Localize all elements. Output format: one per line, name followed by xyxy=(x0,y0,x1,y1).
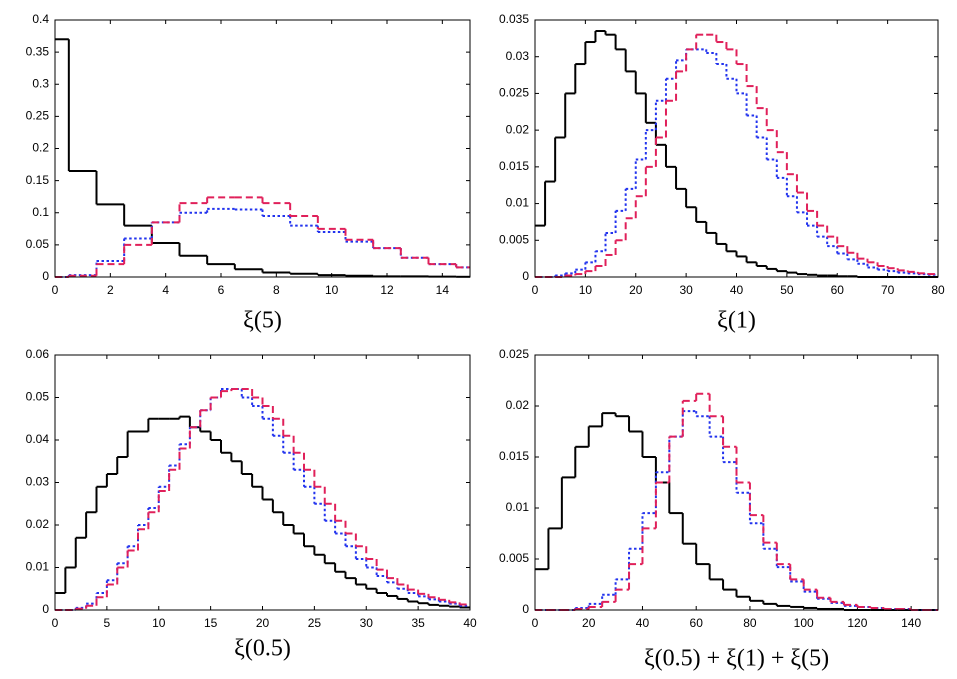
x-tick-label: 30 xyxy=(360,616,374,630)
x-tick-label: 0 xyxy=(52,616,59,630)
series xyxy=(55,207,470,278)
x-tick-label: 70 xyxy=(881,283,895,297)
panel: 0 0.005 0.01 0.015 0.02 0.025 0 20 40 60 80 100 120 1… xyxy=(499,347,939,672)
y-tick-label: 0 xyxy=(522,269,529,283)
x-tick-label: 40 xyxy=(730,283,744,297)
x-tick-label: 40 xyxy=(636,616,650,630)
plot-frame xyxy=(534,19,939,278)
x-tick-label: 100 xyxy=(794,616,814,630)
x-tick-label: 5 xyxy=(104,616,111,630)
x-tick-label: 10 xyxy=(325,283,339,297)
x-axis-label: ξ(5) xyxy=(243,308,282,334)
y-tick-label: 0.02 xyxy=(506,122,530,136)
x-axis-label: ξ(0.5) xyxy=(234,636,291,662)
x-tick-label: 10 xyxy=(152,616,166,630)
x-tick-label: 14 xyxy=(436,283,450,297)
y-tick-label: 0 xyxy=(42,269,49,283)
y-tick-label: 0.05 xyxy=(26,237,50,251)
plot-frame xyxy=(54,19,471,278)
series xyxy=(55,38,470,278)
y-tick-label: 0.025 xyxy=(499,86,529,100)
series xyxy=(55,388,470,611)
y-tick-label: 0 xyxy=(42,602,49,616)
y-tick-label: 0.35 xyxy=(26,44,50,58)
y-tick-label: 0.03 xyxy=(26,475,50,489)
x-tick-label: 35 xyxy=(411,616,425,630)
y-tick-label: 0.01 xyxy=(506,196,530,210)
x-tick-label: 25 xyxy=(308,616,322,630)
series xyxy=(55,196,470,278)
plot-frame xyxy=(54,354,471,611)
y-tick-label: 0.015 xyxy=(499,159,529,173)
y-tick-label: 0.02 xyxy=(506,398,530,412)
y-tick-label: 0.2 xyxy=(32,141,49,155)
y-tick-label: 0.3 xyxy=(32,76,49,90)
x-tick-label: 20 xyxy=(582,616,596,630)
y-tick-label: 0.035 xyxy=(499,12,529,26)
series xyxy=(535,412,938,611)
y-tick-label: 0.01 xyxy=(506,500,530,514)
x-tick-label: 6 xyxy=(218,283,225,297)
series xyxy=(535,410,938,611)
x-tick-label: 2 xyxy=(107,283,114,297)
y-tick-label: 0 xyxy=(522,602,529,616)
y-tick-label: 0.015 xyxy=(499,449,529,463)
x-tick-label: 4 xyxy=(162,283,169,297)
x-axis-label: ξ(0.5) + ξ(1) + ξ(5) xyxy=(644,646,829,672)
y-tick-label: 0.04 xyxy=(26,432,50,446)
x-axis-label: ξ(1) xyxy=(717,308,756,334)
plot-frame xyxy=(534,354,939,611)
x-tick-label: 0 xyxy=(532,616,539,630)
x-tick-label: 120 xyxy=(847,616,867,630)
x-tick-label: 8 xyxy=(273,283,280,297)
x-tick-label: 80 xyxy=(931,283,945,297)
series xyxy=(535,48,938,278)
panel: 0 0.05 0.1 0.15 0.2 0.25 0.3 0.35 0.4 0 2 4 6 8 10 12 14… xyxy=(26,12,471,334)
y-tick-label: 0.15 xyxy=(26,173,50,187)
y-tick-label: 0.005 xyxy=(499,551,529,565)
x-tick-label: 30 xyxy=(679,283,693,297)
x-tick-label: 12 xyxy=(380,283,394,297)
x-tick-label: 50 xyxy=(780,283,794,297)
y-tick-label: 0.025 xyxy=(499,347,529,361)
y-tick-label: 0.4 xyxy=(32,12,49,26)
x-tick-label: 140 xyxy=(901,616,921,630)
y-tick-label: 0.25 xyxy=(26,109,50,123)
y-tick-label: 0.03 xyxy=(506,49,530,63)
x-tick-label: 60 xyxy=(690,616,704,630)
x-tick-label: 20 xyxy=(256,616,270,630)
panel: 0 0.005 0.01 0.015 0.02 0.025 0.03 0.035 0 10 20 30… xyxy=(499,12,945,333)
y-tick-label: 0.06 xyxy=(26,347,50,361)
x-tick-label: 0 xyxy=(52,283,59,297)
series xyxy=(535,33,938,278)
x-tick-label: 80 xyxy=(743,616,757,630)
y-tick-label: 0.1 xyxy=(32,205,49,219)
y-tick-label: 0.02 xyxy=(26,517,50,531)
x-tick-label: 20 xyxy=(629,283,643,297)
x-tick-label: 60 xyxy=(831,283,845,297)
x-tick-label: 15 xyxy=(204,616,218,630)
panel: 0 0.01 0.02 0.03 0.04 0.05 0.06 0 5 10 15 20 25 30 35 4… xyxy=(26,347,477,661)
x-tick-label: 10 xyxy=(579,283,593,297)
y-tick-label: 0.01 xyxy=(26,560,50,574)
x-tick-label: 0 xyxy=(532,283,539,297)
x-tick-label: 40 xyxy=(463,616,477,630)
y-tick-label: 0.005 xyxy=(499,232,529,246)
y-tick-label: 0.05 xyxy=(26,390,50,404)
series xyxy=(535,30,938,278)
